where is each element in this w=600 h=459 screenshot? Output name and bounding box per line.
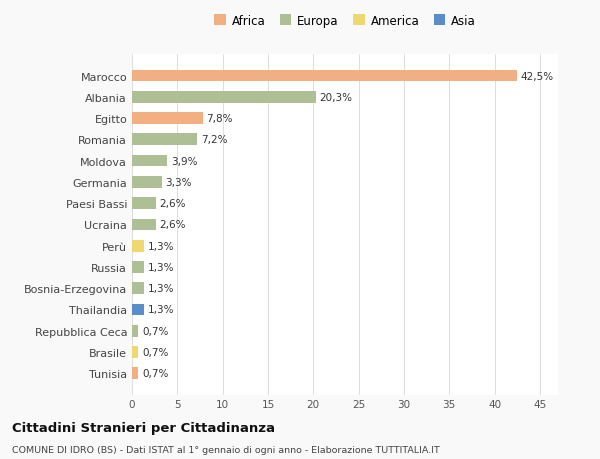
Bar: [132, 304, 144, 316]
Legend: Africa, Europa, America, Asia: Africa, Europa, America, Asia: [209, 10, 481, 33]
Text: 42,5%: 42,5%: [521, 71, 554, 81]
Text: 2,6%: 2,6%: [159, 220, 185, 230]
Text: 7,2%: 7,2%: [201, 135, 227, 145]
Text: 7,8%: 7,8%: [206, 114, 233, 124]
Bar: [132, 134, 197, 146]
Bar: [132, 198, 155, 209]
Bar: [132, 113, 203, 125]
Bar: [132, 368, 139, 379]
Bar: [132, 71, 517, 82]
Text: COMUNE DI IDRO (BS) - Dati ISTAT al 1° gennaio di ogni anno - Elaborazione TUTTI: COMUNE DI IDRO (BS) - Dati ISTAT al 1° g…: [12, 445, 440, 454]
Bar: [132, 219, 155, 231]
Text: 20,3%: 20,3%: [320, 93, 353, 102]
Text: 1,3%: 1,3%: [148, 305, 174, 315]
Bar: [132, 241, 144, 252]
Bar: [132, 92, 316, 103]
Text: 2,6%: 2,6%: [159, 199, 185, 209]
Text: 0,7%: 0,7%: [142, 369, 169, 379]
Bar: [132, 177, 162, 188]
Text: 3,9%: 3,9%: [171, 156, 197, 166]
Text: 1,3%: 1,3%: [148, 263, 174, 272]
Bar: [132, 347, 139, 358]
Bar: [132, 156, 167, 167]
Bar: [132, 262, 144, 273]
Text: 1,3%: 1,3%: [148, 284, 174, 294]
Text: 0,7%: 0,7%: [142, 326, 169, 336]
Text: Cittadini Stranieri per Cittadinanza: Cittadini Stranieri per Cittadinanza: [12, 421, 275, 434]
Bar: [132, 325, 139, 337]
Text: 0,7%: 0,7%: [142, 347, 169, 357]
Bar: [132, 283, 144, 294]
Text: 3,3%: 3,3%: [166, 178, 192, 187]
Text: 1,3%: 1,3%: [148, 241, 174, 251]
